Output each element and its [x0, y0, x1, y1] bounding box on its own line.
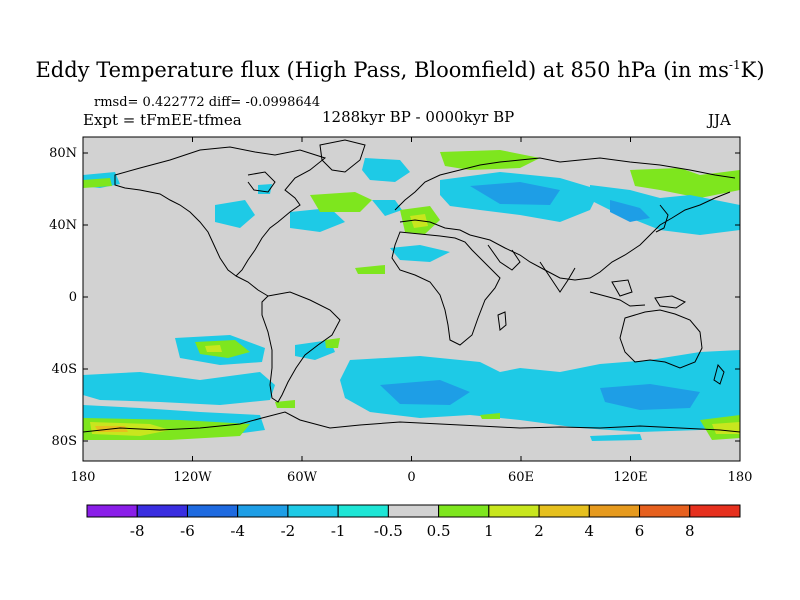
lat-axis — [83, 152, 740, 442]
coastline-new-zealand — [713, 363, 725, 385]
colorbar-swatch — [438, 504, 490, 518]
anomaly-patch — [275, 400, 295, 408]
anomaly-patch — [290, 208, 345, 232]
colorbar: -8 -6 -4 -2 -1 -0.5 0.5 1 2 4 6 8 — [86, 504, 741, 540]
coastline-hudson-bay — [247, 171, 276, 193]
anomaly-patch — [355, 265, 385, 274]
colorbar-swatch — [136, 504, 188, 518]
coastline-greenland — [319, 139, 366, 173]
lon-tick-label: 60E — [508, 470, 534, 485]
lon-tick-label: 60W — [287, 470, 318, 485]
colorbar-swatch — [538, 504, 590, 518]
coastline-madagascar — [497, 311, 507, 331]
stats-line: rmsd= 0.422772 diff= -0.0998644 — [94, 95, 321, 110]
coastline-africa — [391, 231, 501, 346]
anomaly-patch — [325, 338, 340, 348]
coastline-asia — [469, 191, 731, 281]
coastline-europe — [394, 157, 736, 211]
anomaly-patch — [83, 372, 275, 405]
anomaly-patch — [600, 384, 700, 410]
plot-title: Eddy Temperature flux (High Pass, Bloomf… — [0, 58, 800, 82]
anomaly-patch — [440, 150, 540, 170]
lon-axis — [82, 137, 741, 461]
lat-tick-label: 40S — [52, 362, 77, 377]
coastline-mediterranean — [399, 219, 471, 236]
period-label: 1288kyr BP - 0000kyr BP — [322, 108, 515, 126]
anomaly-patch — [712, 422, 740, 434]
colorbar-label: -0.5 — [374, 522, 403, 540]
coastline-south-america — [261, 291, 341, 403]
colorbar-label: -8 — [130, 522, 145, 540]
anomaly-patch — [470, 182, 560, 205]
colorbar-swatch — [689, 504, 741, 518]
anomaly-patch — [310, 192, 372, 212]
colorbar-swatch — [86, 504, 138, 518]
lat-tick-label: 80N — [49, 146, 77, 161]
lon-tick-label: 180 — [71, 470, 96, 485]
anomaly-patch — [362, 158, 410, 182]
colorbar-swatch — [387, 504, 440, 518]
anomaly-patch — [630, 168, 740, 198]
colorbar-swatch — [588, 504, 641, 518]
coastline-north-america — [114, 146, 327, 277]
anomaly-patch — [590, 434, 642, 441]
colorbar-label: -1 — [331, 522, 346, 540]
anomaly-patch — [195, 340, 250, 358]
coastline-new-guinea — [654, 295, 687, 309]
colorbar-label: 8 — [685, 522, 695, 540]
lon-tick-label: 0 — [407, 470, 415, 485]
colorbar-swatch — [639, 504, 691, 518]
colorbar-swatch — [237, 504, 289, 518]
anomaly-patch — [215, 200, 255, 228]
lon-tick-label: 120W — [173, 470, 212, 485]
colorbar-swatch — [337, 504, 389, 518]
anomaly-patch — [610, 200, 650, 222]
colorbar-label: 1 — [484, 522, 494, 540]
anomaly-patch — [380, 380, 470, 405]
title-superscript: -1 — [728, 58, 741, 72]
lat-tick-label: 40N — [49, 218, 77, 233]
anomaly-field — [83, 150, 740, 441]
anomaly-patch — [205, 345, 222, 352]
coastline-borneo — [611, 279, 633, 297]
season-label: JJA — [708, 111, 731, 129]
coastline-arabia — [487, 244, 521, 271]
anomaly-patch — [390, 245, 450, 262]
coastline-indonesia — [589, 291, 646, 307]
anomaly-patch — [480, 413, 500, 419]
lon-tick-label: 120E — [613, 470, 647, 485]
title-suffix: K) — [740, 58, 765, 82]
lat-tick-label: 80S — [52, 434, 77, 449]
anomaly-patch — [83, 178, 112, 188]
colorbar-label: 4 — [585, 522, 595, 540]
colorbar-label: 6 — [635, 522, 645, 540]
lat-tick-label: 0 — [69, 290, 77, 305]
experiment-label: Expt = tFmEE-tfmea — [83, 111, 242, 129]
coastline-antarctica — [83, 411, 740, 433]
title-main: Eddy Temperature flux (High Pass, Bloomf… — [35, 58, 729, 82]
coastlines — [83, 139, 740, 433]
colorbar-label: 0.5 — [427, 522, 451, 540]
colorbar-label: -4 — [230, 522, 245, 540]
anomaly-patch — [372, 200, 402, 216]
colorbar-label: 2 — [534, 522, 544, 540]
anomaly-patch — [340, 350, 740, 432]
coastline-australia — [619, 309, 703, 369]
colorbar-label: -6 — [180, 522, 195, 540]
coastline-japan — [655, 204, 669, 233]
colorbar-swatch — [287, 504, 339, 518]
coastline-india — [539, 261, 576, 293]
coastline-central-america — [235, 275, 269, 297]
colorbar-swatch — [186, 504, 239, 518]
anomaly-patch — [590, 185, 740, 235]
colorbar-label: -2 — [281, 522, 296, 540]
lon-tick-label: 180 — [728, 470, 753, 485]
colorbar-swatch — [488, 504, 540, 518]
